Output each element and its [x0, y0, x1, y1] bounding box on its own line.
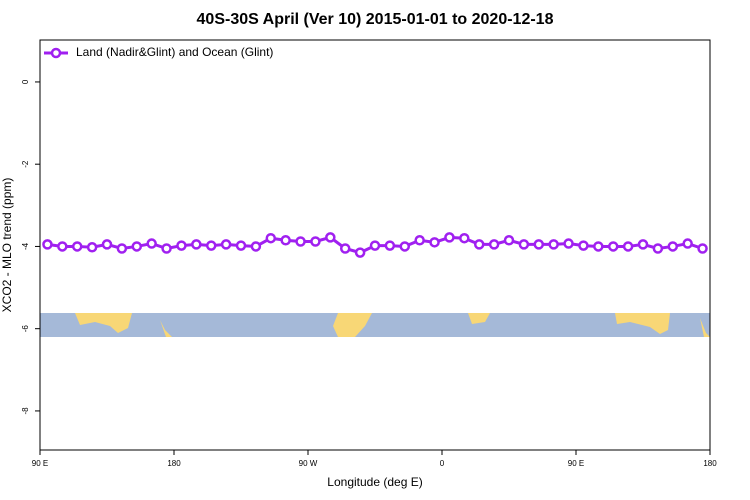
x-tick-label: 90 E [568, 459, 584, 468]
point [488, 239, 500, 250]
point [220, 239, 232, 250]
point [578, 240, 589, 251]
y-tick-label: 0 [21, 79, 30, 84]
point [101, 239, 113, 250]
y-axis-label: XCO2 - MLO trend (ppm) [0, 178, 14, 313]
x-tick-label: 90 E [32, 459, 48, 468]
point [250, 241, 262, 252]
point [622, 241, 634, 252]
point [518, 239, 530, 250]
legend-label: Land (Nadir&Glint) and Ocean (Glint) [76, 45, 273, 59]
y-tick-label: -6 [21, 325, 30, 333]
point [191, 239, 202, 250]
point [593, 241, 604, 252]
chart-title: 40S-30S April (Ver 10) 2015-01-01 to 202… [197, 11, 554, 28]
point [280, 235, 291, 246]
plot-frame [39, 39, 711, 451]
point [384, 240, 396, 251]
point [667, 241, 679, 252]
point [652, 243, 664, 254]
point [146, 238, 157, 249]
point [57, 241, 68, 252]
point [697, 243, 708, 254]
point [131, 241, 143, 252]
point [399, 241, 411, 252]
point [607, 241, 619, 252]
point [42, 239, 53, 250]
point [339, 243, 351, 254]
point [637, 239, 649, 250]
point [414, 235, 425, 246]
y-tick-label: -4 [21, 242, 30, 250]
point [325, 232, 336, 243]
x-axis-label: Longitude (deg E) [327, 475, 422, 489]
legend-marker [50, 47, 62, 59]
point [205, 240, 217, 251]
point [265, 232, 277, 244]
point [71, 241, 83, 252]
point [310, 236, 321, 247]
point [503, 235, 515, 246]
point [116, 243, 128, 254]
point [459, 232, 470, 244]
point [548, 239, 559, 250]
point [161, 243, 172, 254]
point [563, 238, 574, 249]
point [682, 238, 693, 249]
point [429, 237, 440, 248]
x-tick-label: 180 [703, 459, 717, 468]
x-tick-label: 180 [167, 459, 181, 468]
point [86, 242, 98, 253]
x-tick-label: 90 W [299, 459, 318, 468]
point [235, 240, 247, 251]
point [533, 239, 545, 250]
y-tick-label: -2 [21, 160, 30, 168]
x-tick-label: 0 [440, 459, 445, 468]
map-strip [40, 313, 710, 337]
point [369, 240, 381, 251]
point [295, 236, 306, 247]
point [176, 240, 187, 251]
y-tick-label: -8 [21, 407, 30, 415]
point [444, 232, 455, 243]
point [354, 247, 366, 258]
point [473, 239, 485, 250]
